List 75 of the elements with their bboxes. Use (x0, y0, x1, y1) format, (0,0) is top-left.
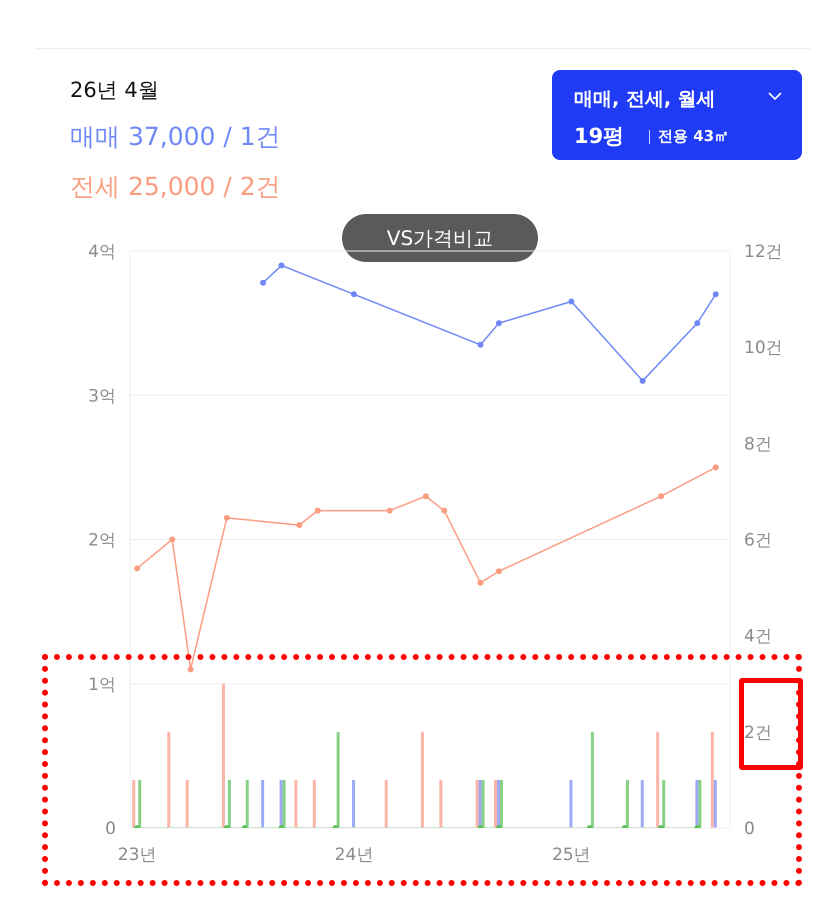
text: 전세 25,000 / 2건 (70, 171, 281, 203)
bar (294, 780, 298, 828)
y2-tick-label: 6건 (744, 530, 772, 551)
point (712, 464, 719, 470)
bar (186, 780, 189, 828)
chart-title: 26년 4월 (70, 77, 159, 104)
point (568, 298, 574, 304)
bar (132, 780, 136, 828)
bar (261, 780, 264, 828)
bar (640, 780, 644, 828)
point (694, 320, 700, 326)
y2-tick-label: 4건 (744, 626, 772, 647)
point (386, 508, 393, 514)
bar (590, 732, 594, 828)
bar (312, 780, 316, 828)
y-tick-label: 4억 (88, 242, 116, 262)
point (422, 493, 429, 500)
y2-tick-label: 12건 (744, 242, 783, 262)
bar (569, 780, 572, 828)
y2-tick-label: 2건 (744, 722, 772, 743)
y2-tick-label: 10건 (744, 338, 783, 358)
bar (497, 780, 500, 828)
bar (695, 780, 698, 828)
point (134, 565, 140, 572)
point (477, 342, 484, 348)
point (260, 280, 266, 286)
x-tick-label: 24년 (334, 845, 374, 866)
bar (167, 732, 170, 828)
y2-tick-label: 8건 (744, 434, 772, 454)
point (188, 666, 194, 672)
point (496, 568, 502, 574)
x-tick-label: 25년 (552, 845, 591, 866)
bar (656, 732, 660, 828)
bar (228, 780, 231, 828)
bar (714, 780, 717, 828)
point (278, 262, 284, 268)
point (658, 493, 664, 500)
bar (698, 780, 702, 828)
y-tick-label: 1억 (88, 674, 116, 695)
bar (500, 780, 503, 828)
bar (476, 780, 479, 828)
y-tick-label: 3억 (88, 386, 116, 406)
y-tick-label: 2억 (88, 530, 116, 551)
point (224, 514, 230, 521)
y2-tick-label: 0 (744, 819, 755, 840)
bar (246, 780, 249, 828)
bar (138, 780, 142, 828)
bar (352, 780, 356, 828)
y-tick-label: 0 (105, 819, 116, 840)
bar (478, 780, 482, 828)
filter-button: 매매, 전세, 월세 19평 전용 43㎡ (552, 70, 802, 160)
bar (222, 684, 225, 828)
bar (384, 780, 388, 828)
text: 매매 37,000 / 1건 (70, 121, 281, 153)
point (496, 320, 502, 326)
bar (710, 732, 714, 828)
bar (282, 780, 286, 828)
point (441, 508, 448, 514)
bar (482, 780, 485, 828)
compare-button: VS가격비교 (342, 214, 538, 262)
bar (280, 780, 283, 828)
bar (662, 780, 666, 828)
x-tick-label: 23년 (118, 845, 156, 866)
bar (439, 780, 442, 828)
point (477, 580, 484, 586)
point (712, 291, 719, 298)
point (350, 291, 357, 298)
bar (494, 780, 497, 828)
point (169, 536, 176, 542)
bar (336, 732, 340, 828)
point (314, 508, 321, 514)
point (296, 522, 302, 528)
point (640, 378, 646, 384)
bar (420, 732, 424, 828)
bar (626, 780, 629, 828)
